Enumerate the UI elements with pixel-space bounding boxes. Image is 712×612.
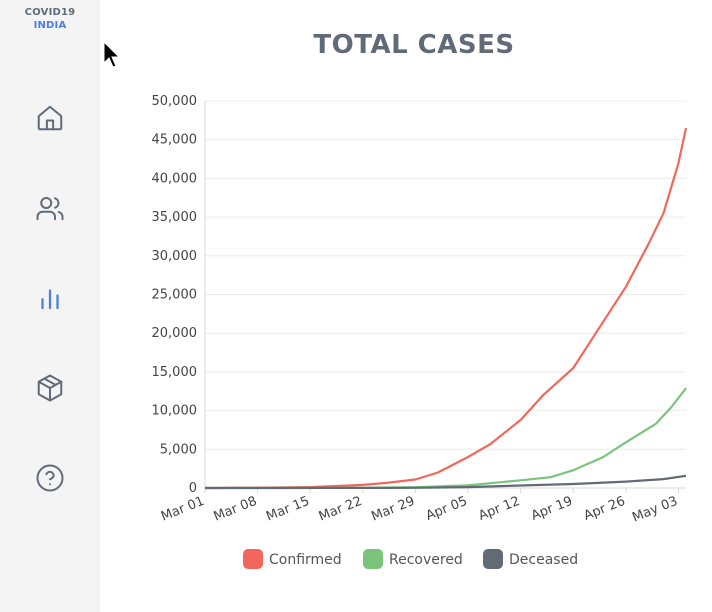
legend-label-deceased: Deceased — [509, 552, 578, 568]
y-tick-label: 25,000 — [152, 288, 198, 303]
brand-logo[interactable]: COVID19 INDIA — [0, 6, 100, 32]
sidebar-item-demographics[interactable] — [30, 188, 70, 228]
x-tick-label: Mar 22 — [317, 494, 365, 525]
y-tick-label: 45,000 — [152, 133, 198, 148]
box-icon — [37, 374, 63, 402]
y-tick-label: 30,000 — [152, 249, 198, 264]
x-tick-label: Mar 29 — [369, 494, 417, 525]
mouse-cursor-icon — [103, 41, 121, 68]
x-tick-label: Apr 05 — [424, 494, 470, 524]
series-line-recovered — [204, 387, 687, 490]
y-tick-label: 0 — [189, 481, 197, 496]
brand-line1: COVID19 — [24, 7, 76, 18]
chart-title: TOTAL CASES — [313, 30, 515, 60]
help-icon — [36, 464, 64, 492]
sidebar: COVID19 INDIA — [0, 0, 100, 612]
y-tick-label: 5,000 — [160, 442, 197, 457]
sidebar-item-resources[interactable] — [30, 368, 70, 408]
y-tick-label: 35,000 — [152, 210, 198, 225]
series-line-deceased — [204, 474, 687, 490]
y-tick-label: 20,000 — [152, 326, 198, 341]
x-tick-label: Mar 15 — [264, 494, 312, 525]
legend-swatch-deceased — [483, 549, 503, 569]
x-tick-label: Mar 01 — [159, 494, 207, 525]
y-tick-label: 40,000 — [152, 171, 198, 186]
x-tick-label: Mar 08 — [212, 494, 260, 525]
legend-label-confirmed: Confirmed — [269, 552, 342, 568]
legend-swatch-confirmed — [243, 549, 263, 569]
users-icon — [36, 197, 64, 221]
brand-line2: INDIA — [33, 20, 67, 31]
y-tick-label: 10,000 — [152, 404, 198, 419]
sidebar-item-home[interactable] — [30, 98, 70, 138]
home-icon — [37, 105, 63, 131]
series-line-confirmed — [204, 127, 688, 490]
sidebar-item-faq[interactable] — [30, 458, 70, 498]
bar-chart-icon — [41, 289, 59, 310]
y-tick-label: 15,000 — [152, 365, 198, 380]
legend-swatch-recovered — [363, 549, 383, 569]
sidebar-item-charts[interactable] — [30, 278, 70, 318]
x-tick-label: May 03 — [630, 494, 680, 526]
y-tick-label: 50,000 — [152, 94, 198, 109]
x-tick-label: Apr 26 — [582, 494, 628, 524]
x-tick-label: Apr 12 — [477, 494, 523, 524]
x-tick-label: Apr 19 — [529, 494, 575, 524]
legend-label-recovered: Recovered — [389, 552, 463, 568]
